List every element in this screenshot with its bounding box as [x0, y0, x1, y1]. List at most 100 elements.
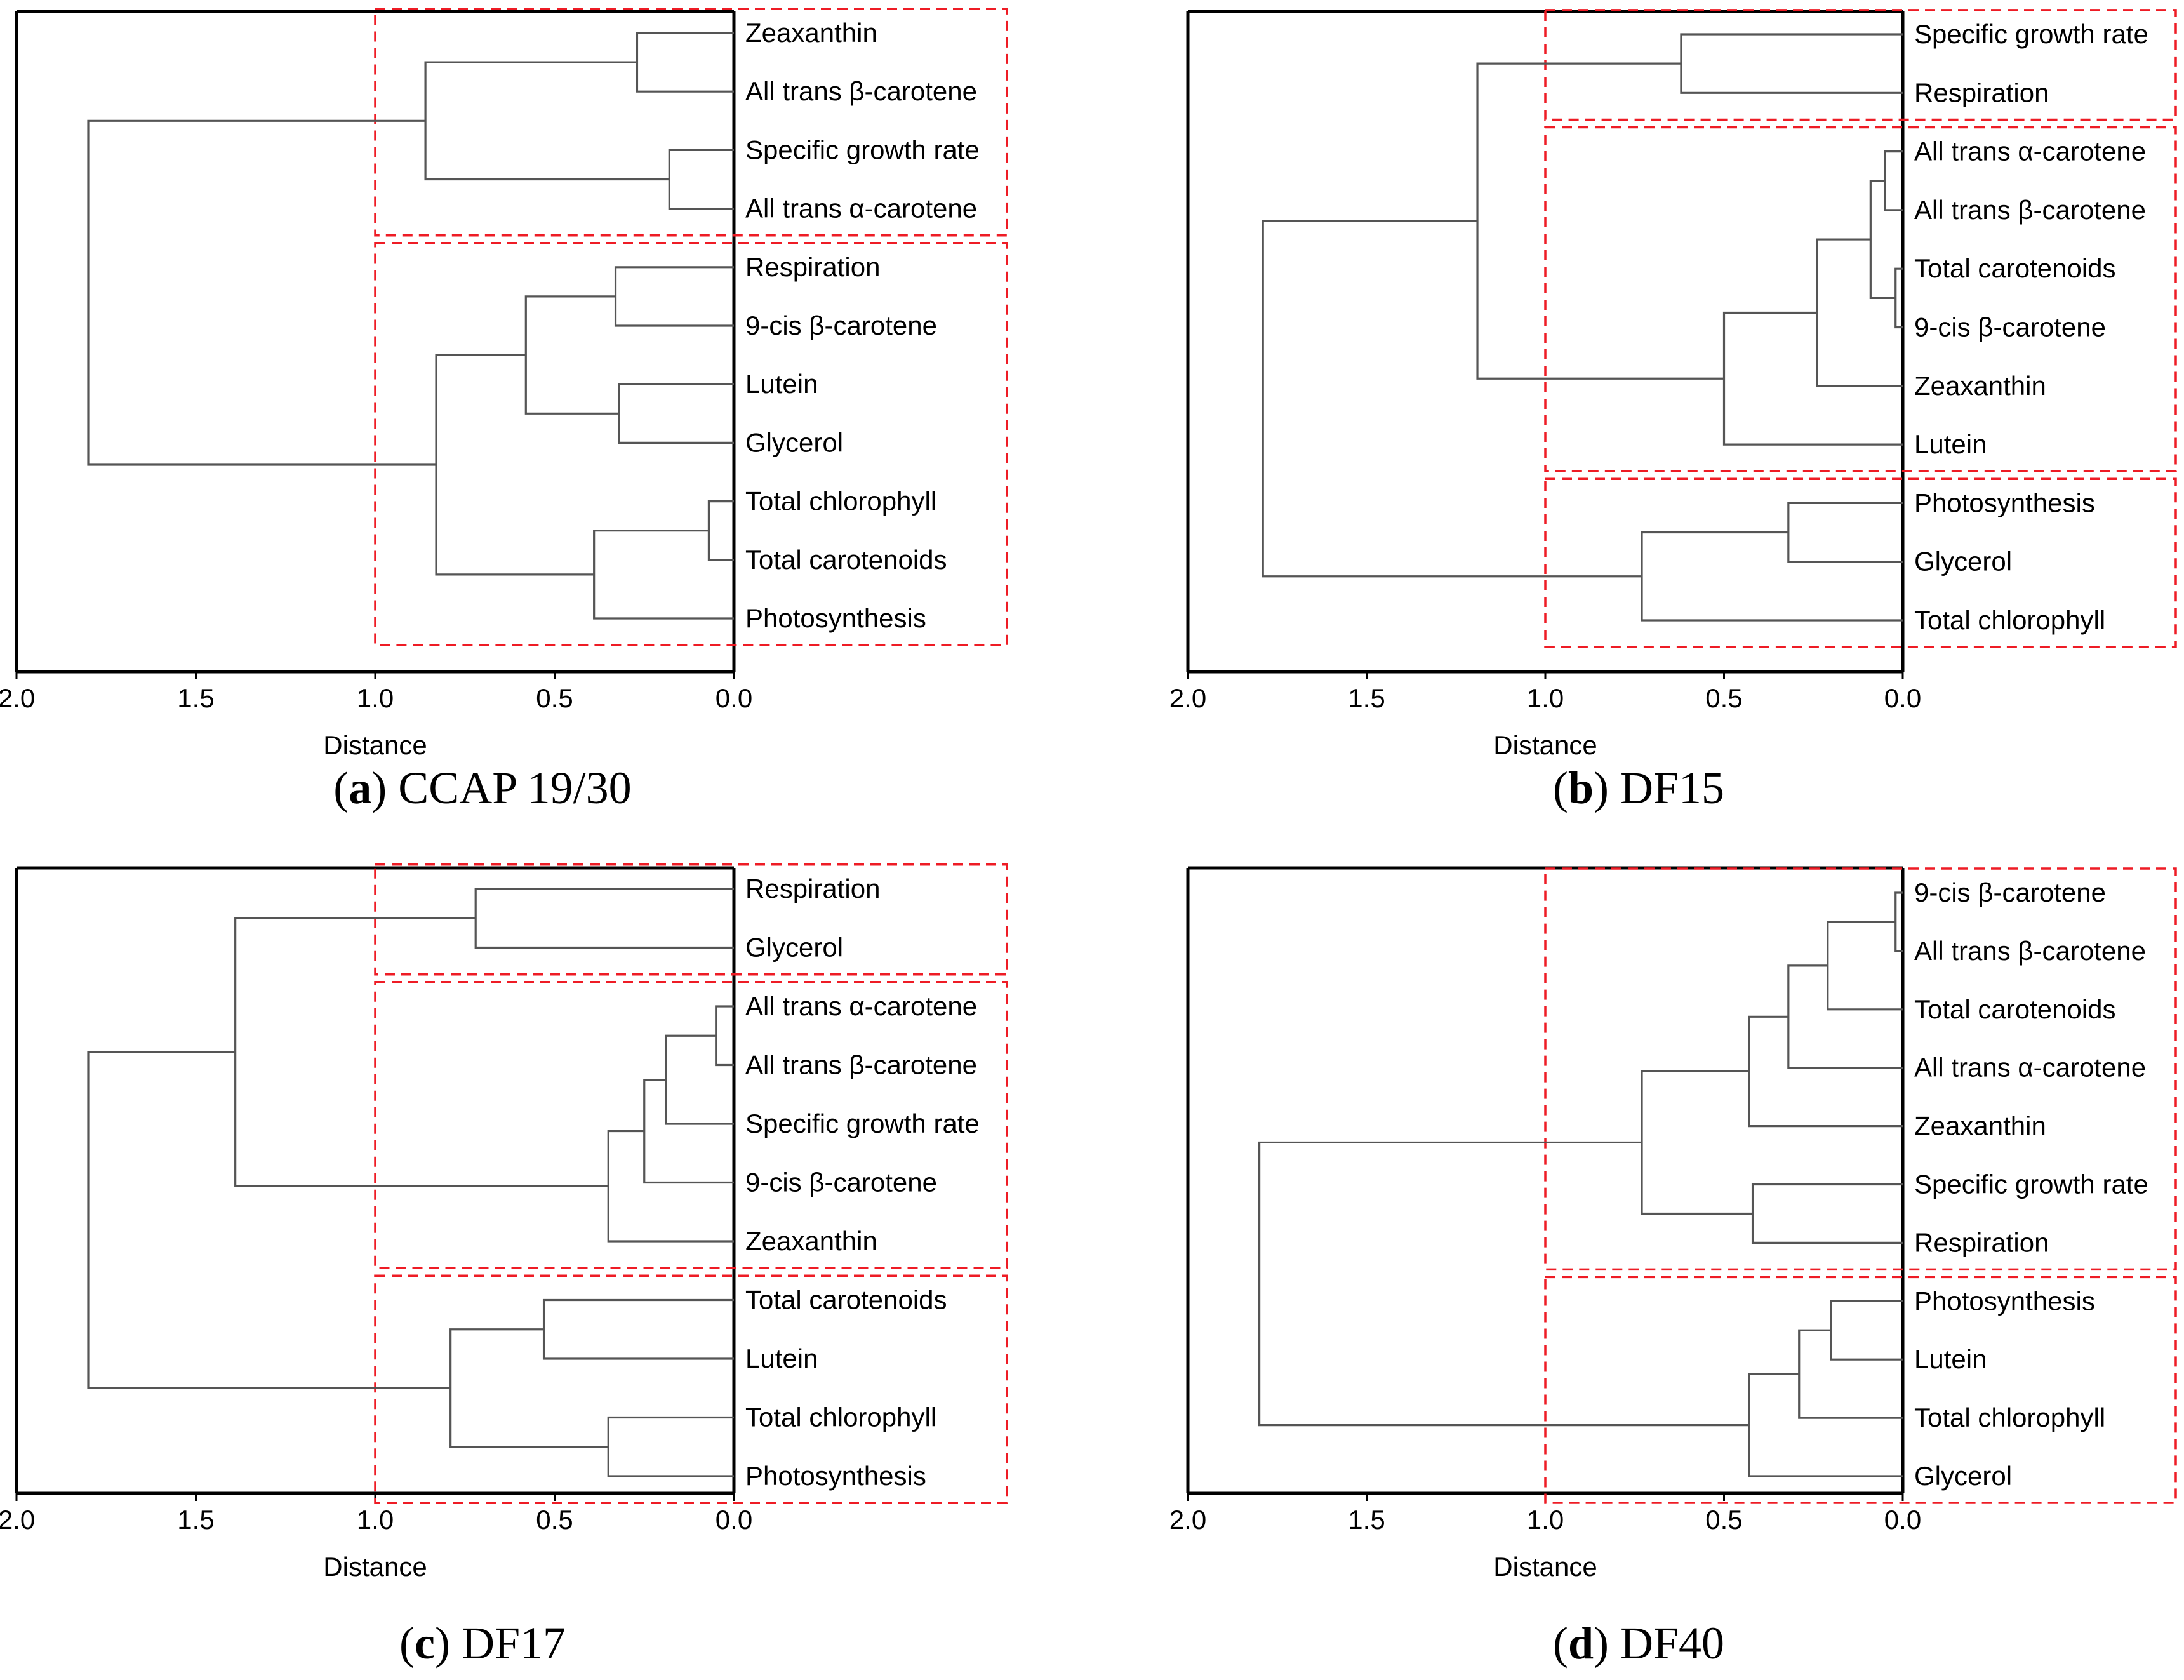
dendrogram-branch: [1262, 220, 1642, 578]
leaf-label: Zeaxanthin: [745, 1226, 877, 1256]
panel-caption: (c) DF17: [399, 1618, 566, 1669]
cluster-box: [1544, 1276, 2177, 1504]
cluster-box: [374, 1274, 1008, 1504]
cluster-box: [1544, 867, 2177, 1271]
caption-text: ) DF15: [1594, 763, 1724, 813]
x-tick-label: 1.5: [177, 1505, 214, 1535]
dendrogram-branch: [607, 1130, 734, 1243]
leaf-label: Zeaxanthin: [1914, 371, 2046, 401]
caption-text: ) CCAP 19/30: [371, 763, 631, 813]
x-tick-label: 2.0: [0, 1505, 35, 1535]
x-tick-label: 2.0: [0, 683, 35, 713]
dendrogram-branch: [715, 1005, 734, 1067]
cluster-box: [1544, 9, 2177, 121]
leaf-label: Total chlorophyll: [1914, 605, 2105, 635]
dendrogram-branch: [1748, 1373, 1903, 1477]
dendrogram-branch: [1476, 62, 1724, 380]
leaf-label: Lutein: [745, 1343, 818, 1373]
dendrogram-branch: [1680, 33, 1903, 94]
dendrogram-branch: [1884, 150, 1903, 211]
leaf-label: Total chlorophyll: [745, 486, 936, 516]
x-tick-label: 1.5: [177, 683, 214, 713]
leaf-label: Zeaxanthin: [745, 18, 877, 48]
leaf-label: All trans α-carotene: [745, 194, 977, 223]
cluster-box: [1544, 477, 2177, 648]
dendrogram-branch: [643, 1079, 734, 1184]
x-tick-label: 1.5: [1348, 1505, 1385, 1535]
leaf-label: Specific growth rate: [1914, 1170, 2148, 1199]
leaf-label: Photosynthesis: [745, 1461, 926, 1491]
dendrogram-branch: [707, 500, 734, 561]
caption-letter: d: [1568, 1618, 1594, 1669]
dendrogram-branch: [1830, 1300, 1903, 1361]
leaf-label: Respiration: [745, 874, 880, 903]
panel-caption: (a) CCAP 19/30: [333, 763, 631, 813]
x-tick-label: 0.0: [1884, 683, 1921, 713]
dendrogram-branch: [87, 1051, 451, 1389]
leaf-label: Respiration: [745, 252, 880, 282]
leaf-label: All trans β-carotene: [1914, 936, 2146, 966]
x-axis-title: Distance: [323, 730, 427, 760]
caption-text: ) DF40: [1594, 1618, 1724, 1669]
dendrogram-branch: [1787, 502, 1903, 563]
leaf-label: Lutein: [1914, 429, 1987, 459]
leaf-label: Photosynthesis: [1914, 488, 2095, 517]
x-tick-label: 0.0: [1884, 1505, 1921, 1535]
dendrogram-branch: [1641, 531, 1903, 622]
dendrogram-branch: [618, 383, 734, 444]
dendrogram-branch: [87, 119, 437, 466]
x-tick-label: 2.0: [1169, 683, 1206, 713]
panel-caption: (b) DF15: [1553, 763, 1724, 813]
leaf-label: Total carotenoids: [1914, 994, 2116, 1024]
dendrogram-branch: [424, 61, 670, 181]
leaf-label: Total carotenoids: [745, 1285, 947, 1315]
x-tick-label: 0.0: [716, 683, 752, 713]
x-axis-title: Distance: [323, 1552, 427, 1582]
leaf-label: Photosynthesis: [745, 603, 926, 633]
cluster-box: [374, 863, 1008, 976]
leaf-label: Specific growth rate: [1914, 19, 2148, 49]
leaf-label: Total carotenoids: [1914, 253, 2116, 283]
leaf-label: All trans α-carotene: [1914, 137, 2146, 166]
cluster-box: [1544, 126, 2177, 472]
x-tick-label: 1.0: [357, 1505, 394, 1535]
dendrogram-branch: [524, 295, 620, 415]
leaf-label: Respiration: [1914, 77, 2049, 107]
leaf-label: All trans β-carotene: [745, 1050, 977, 1080]
leaf-label: Glycerol: [1914, 547, 2012, 577]
dendrogram-branch: [614, 266, 734, 327]
caption-paren-open: (: [399, 1618, 415, 1669]
leaf-label: Specific growth rate: [745, 1109, 980, 1138]
dendrogram-panel-d: 2.0 1.5 1.0 0.5 0.0 Distance 9-cis β-carotene A…: [1169, 866, 2177, 1669]
leaf-label: 9-cis β-carotene: [745, 310, 937, 340]
x-tick-label: 1.5: [1348, 683, 1385, 713]
x-tick-label: 0.5: [536, 1505, 573, 1535]
dendrogram-branch: [234, 917, 609, 1187]
leaf-label: All trans β-carotene: [745, 76, 977, 106]
x-tick-label: 2.0: [1169, 1505, 1206, 1535]
panel-caption: (d) DF40: [1553, 1618, 1724, 1669]
caption-paren-open: (: [1553, 763, 1568, 813]
dendrogram-branch: [668, 149, 734, 210]
x-tick-label: 1.0: [357, 683, 394, 713]
dendrogram-branch: [1816, 238, 1903, 387]
dendrogram-branch: [593, 530, 734, 620]
x-tick-label: 0.5: [536, 683, 573, 713]
dendrogram-branch: [607, 1416, 734, 1477]
leaf-label: Respiration: [1914, 1227, 2049, 1257]
dendrogram-branch: [1869, 180, 1896, 299]
dendrogram-panel-a: 2.0 1.5 1.0 0.5 0.0 Distance Zeaxanthin All tra…: [0, 8, 1008, 813]
leaf-label: Specific growth rate: [745, 135, 980, 164]
cluster-box: [374, 8, 1008, 237]
caption-letter: c: [415, 1618, 435, 1669]
dendrogram-branch: [542, 1298, 734, 1360]
dendrogram-branch: [474, 888, 734, 949]
leaf-label: All trans β-carotene: [1914, 195, 2146, 225]
leaf-label: Glycerol: [745, 427, 843, 457]
leaf-label: Total carotenoids: [745, 545, 947, 575]
caption-text: ) DF17: [435, 1618, 566, 1669]
dendrogram-branch: [636, 32, 734, 93]
dendrogram-branch: [1827, 921, 1903, 1011]
dendrogram-branch: [1258, 1141, 1749, 1427]
